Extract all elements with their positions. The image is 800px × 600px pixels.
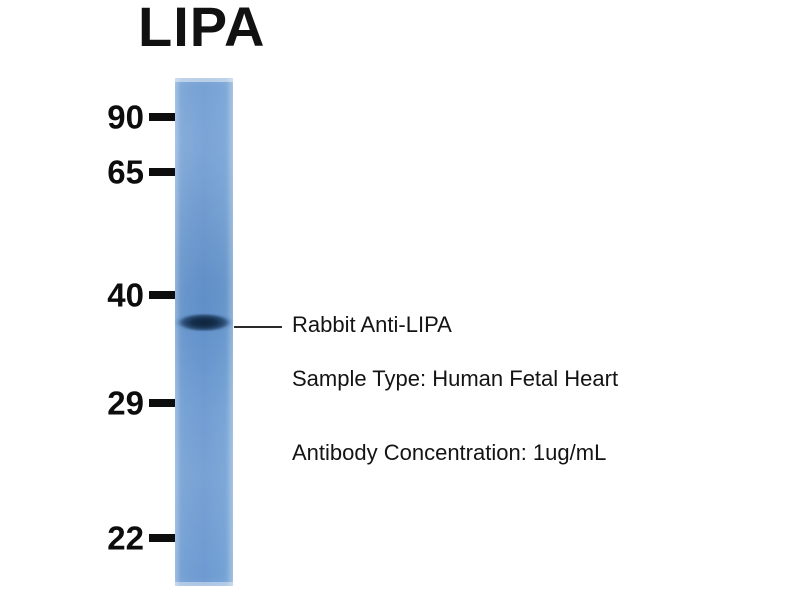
protein-band [175,314,233,331]
antibody-annotation: Rabbit Anti-LIPA [292,312,452,337]
marker-label: 40 [107,276,144,314]
marker-row: 22 [88,518,180,558]
marker-dash-icon [149,399,180,407]
marker-row: 40 [88,275,180,315]
gel-lane [175,78,233,586]
marker-row: 29 [88,383,180,423]
marker-row: 90 [88,97,180,137]
marker-dash-icon [149,291,180,299]
lane-top-edge [175,78,233,82]
marker-dash-icon [149,113,180,121]
gel-lane-wrapper [175,78,233,586]
marker-dash-icon [149,168,180,176]
marker-label: 22 [107,519,144,557]
marker-dash-icon [149,534,180,542]
marker-row: 65 [88,152,180,192]
marker-label: 65 [107,153,144,191]
sample-type-annotation: Sample Type: Human Fetal Heart [292,366,619,391]
page-title: LIPA [138,0,266,58]
marker-label: 29 [107,384,144,422]
antibody-concentration-annotation: Antibody Concentration: 1ug/mL [292,440,607,465]
marker-label: 90 [107,98,144,136]
band-pointer-line [234,326,282,328]
lane-bottom-edge [175,582,233,586]
